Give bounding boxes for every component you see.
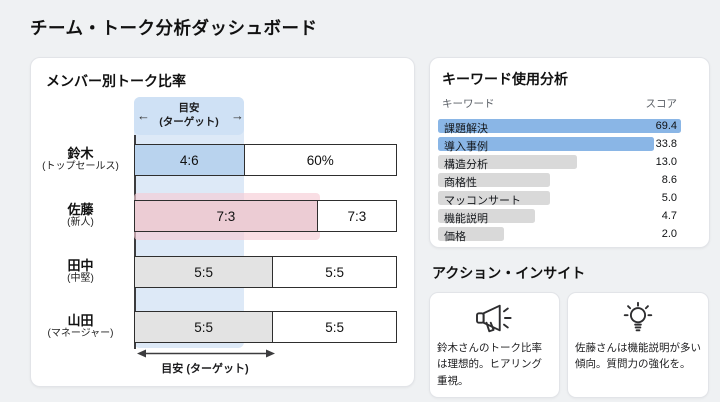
keyword-bar bbox=[438, 155, 577, 169]
member-label: 山田 (マネージャー) bbox=[31, 311, 130, 343]
insight-text: 鈴木さんのトーク比率は理想的。ヒアリング重視。 bbox=[437, 342, 542, 387]
keyword-column-header: キーワード bbox=[442, 98, 495, 110]
talk-bar: 5:5 5:5 bbox=[134, 256, 397, 288]
talk-bar: 7:3 7:3 bbox=[134, 200, 397, 232]
keyword-label: 課題解決 bbox=[444, 123, 488, 135]
talk-bar-fill: 7:3 bbox=[135, 201, 318, 231]
arrow-left-icon: ← bbox=[137, 108, 150, 123]
keyword-score: 5.0 bbox=[661, 192, 677, 204]
megaphone-icon bbox=[436, 300, 553, 336]
keyword-bar bbox=[438, 227, 504, 241]
target-band-label: 目安 (ターゲット) bbox=[134, 97, 244, 135]
keyword-row[interactable]: マッコンサート 5.0 bbox=[438, 191, 681, 207]
keyword-bar bbox=[438, 209, 536, 223]
keyword-row[interactable]: 構造分析 13.0 bbox=[438, 155, 681, 171]
y-axis-line bbox=[134, 135, 136, 349]
page-title: チーム・トーク分析ダッシュボード bbox=[30, 18, 318, 38]
keyword-score: 2.0 bbox=[661, 228, 677, 240]
double-arrow-icon bbox=[137, 349, 275, 358]
member-role: (新人) bbox=[67, 217, 94, 229]
member-label: 佐藤 (新人) bbox=[31, 200, 130, 232]
keyword-bar bbox=[438, 173, 550, 187]
lightbulb-icon bbox=[574, 300, 702, 336]
talk-bar-fill: 4:6 bbox=[135, 145, 245, 175]
keyword-label: 導入事例 bbox=[444, 141, 488, 153]
keyword-label: 商格性 bbox=[444, 177, 477, 189]
insight-cards: 鈴木さんのトーク比率は理想的。ヒアリング重視。 佐藤さんは機能説明が多い傾向。質… bbox=[429, 292, 709, 398]
keyword-row[interactable]: 商格性 8.6 bbox=[438, 173, 681, 189]
keyword-bar bbox=[438, 137, 655, 151]
talk-bar-rest-label: 5:5 bbox=[325, 319, 345, 335]
keyword-table-header: キーワード スコア bbox=[438, 96, 681, 115]
keyword-row[interactable]: 課題解決 69.4 bbox=[438, 119, 681, 135]
talk-ratio-panel: メンバー別トーク比率 目安 (ターゲット) ← → 鈴木 (トップセールス) 4… bbox=[30, 57, 415, 387]
talk-bar: 4:6 60% bbox=[134, 144, 397, 176]
keyword-analysis-panel: キーワード使用分析 キーワード スコア 課題解決 69.4 導入事例 33.8 … bbox=[429, 57, 710, 248]
talk-bar-fill: 5:5 bbox=[135, 312, 274, 342]
keyword-row[interactable]: 機能説明 4.7 bbox=[438, 209, 681, 225]
insights-section-title: アクション・インサイト bbox=[432, 265, 586, 281]
member-name: 佐藤 bbox=[67, 201, 94, 217]
keyword-label: 構造分析 bbox=[444, 159, 488, 171]
keyword-label: 機能説明 bbox=[444, 213, 488, 225]
talk-bar-rest-label: 5:5 bbox=[325, 264, 345, 280]
keyword-score: 8.6 bbox=[661, 174, 677, 186]
talk-bar-rest-label: 60% bbox=[306, 152, 334, 168]
insight-card[interactable]: 鈴木さんのトーク比率は理想的。ヒアリング重視。 bbox=[429, 292, 560, 398]
insight-text: 佐藤さんは機能説明が多い傾向。質問力の強化を。 bbox=[575, 342, 701, 371]
target-band-label-line1: 目安 bbox=[178, 102, 200, 115]
target-range-label: 目安 (ターゲット) bbox=[161, 363, 249, 375]
member-name: 山田 bbox=[67, 312, 94, 328]
keyword-row[interactable]: 価格 2.0 bbox=[438, 227, 681, 243]
insight-card[interactable]: 佐藤さんは機能説明が多い傾向。質問力の強化を。 bbox=[567, 292, 709, 398]
member-label: 田中 (中堅) bbox=[31, 256, 130, 288]
arrow-right-icon: → bbox=[231, 108, 244, 123]
keyword-panel-title: キーワード使用分析 bbox=[442, 71, 568, 87]
keyword-score: 4.7 bbox=[661, 210, 677, 222]
keyword-bar bbox=[438, 191, 550, 205]
talk-bar: 5:5 5:5 bbox=[134, 311, 397, 343]
talk-bar-fill-label: 7:3 bbox=[216, 208, 236, 224]
member-role: (中堅) bbox=[67, 273, 94, 285]
keyword-score: 33.8 bbox=[655, 138, 677, 150]
score-column-header: スコア bbox=[645, 98, 678, 110]
member-role: (トップセールス) bbox=[42, 161, 119, 173]
talk-bar-fill-label: 4:6 bbox=[179, 152, 199, 168]
keyword-label: 価格 bbox=[444, 231, 466, 243]
member-name: 田中 bbox=[67, 257, 94, 273]
talk-bar-rest-label: 7:3 bbox=[347, 208, 367, 224]
keyword-bar bbox=[438, 119, 681, 133]
target-band-label-line2: (ターゲット) bbox=[159, 116, 219, 128]
talk-bar-fill: 5:5 bbox=[135, 257, 274, 287]
talk-bar-fill-label: 5:5 bbox=[194, 319, 214, 335]
member-name: 鈴木 bbox=[67, 145, 94, 161]
keyword-label: マッコンサート bbox=[444, 195, 521, 207]
talk-bar-fill-label: 5:5 bbox=[194, 264, 214, 280]
keyword-score: 69.4 bbox=[655, 120, 677, 132]
member-role: (マネージャー) bbox=[47, 328, 114, 340]
keyword-score: 13.0 bbox=[655, 156, 677, 168]
member-label: 鈴木 (トップセールス) bbox=[31, 144, 130, 176]
keyword-row[interactable]: 導入事例 33.8 bbox=[438, 137, 681, 153]
talk-panel-title: メンバー別トーク比率 bbox=[46, 73, 186, 89]
